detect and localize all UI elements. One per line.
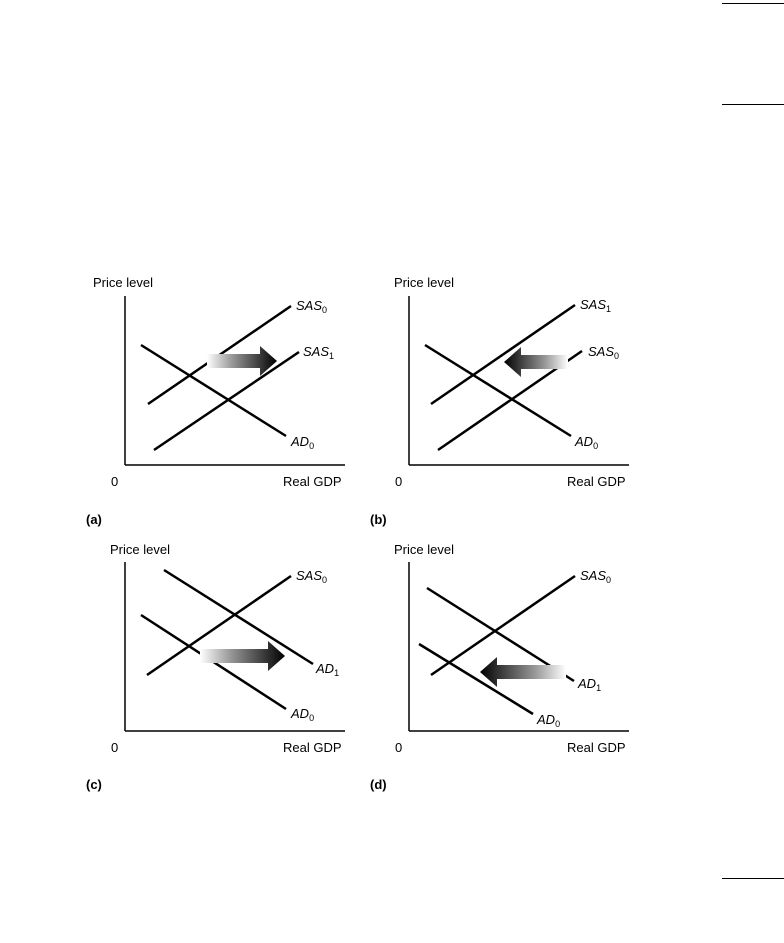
panel-a-graph: Price level 0 Real GDP SAS0 SAS1 AD0 (a) (86, 275, 345, 527)
y-axis-title: Price level (93, 275, 153, 290)
panel-a: Price level 0 Real GDP SAS0 SAS1 AD0 (a) (80, 268, 370, 538)
origin-label: 0 (111, 474, 118, 489)
ad0-sub: 0 (309, 441, 314, 451)
ad1-line (163, 568, 314, 666)
sas0-kind: SAS (296, 568, 322, 583)
ad0-sub: 0 (309, 713, 314, 723)
y-axis-title: Price level (394, 542, 454, 557)
y-axis-title: Price level (110, 542, 170, 557)
panel-tag: (a) (86, 512, 102, 527)
panel-c-graph: Price level 0 Real GDP SAS0 AD1 AD0 (c) (86, 542, 345, 792)
sas0-label: SAS0 (296, 298, 327, 315)
sas1-sub: 1 (606, 304, 611, 314)
panel-tag: (b) (370, 512, 387, 527)
origin-label: 0 (395, 740, 402, 755)
sas1-kind: SAS (303, 344, 329, 359)
sas0-label: SAS0 (580, 568, 611, 585)
sas0-line (146, 574, 292, 677)
ad1-kind: AD (315, 661, 334, 676)
ad0-label: AD0 (290, 706, 314, 723)
ad1-kind: AD (577, 676, 596, 691)
panel-d: Price level 0 Real GDP SAS0 AD1 AD0 (d) (364, 534, 654, 804)
sas0-sub: 0 (614, 351, 619, 361)
ad0-sub: 0 (593, 441, 598, 451)
sas1-label: SAS1 (303, 344, 334, 361)
origin-label: 0 (395, 474, 402, 489)
panel-tag: (d) (370, 777, 387, 792)
ad1-label: AD1 (315, 661, 339, 678)
ad0-label: AD0 (536, 712, 560, 729)
sas1-label: SAS1 (580, 297, 611, 314)
sas0-label: SAS0 (296, 568, 327, 585)
sas0-sub: 0 (322, 575, 327, 585)
y-axis-title: Price level (394, 275, 454, 290)
margin-rule-top (722, 3, 784, 4)
sas0-kind: SAS (588, 344, 614, 359)
ad0-line (140, 343, 287, 438)
x-axis-title: Real GDP (283, 740, 342, 755)
sas0-kind: SAS (296, 298, 322, 313)
origin-label: 0 (111, 740, 118, 755)
sas0-kind: SAS (580, 568, 606, 583)
sas1-kind: SAS (580, 297, 606, 312)
ad0-kind: AD (574, 434, 593, 449)
panel-d-graph: Price level 0 Real GDP SAS0 AD1 AD0 (d) (370, 542, 629, 792)
ad0-label: AD0 (574, 434, 598, 451)
ad0-kind: AD (290, 706, 309, 721)
ad0-label: AD0 (290, 434, 314, 451)
ad0-line (418, 642, 534, 716)
sas1-sub: 1 (329, 351, 334, 361)
x-axis-title: Real GDP (283, 474, 342, 489)
margin-rule-bottom (722, 878, 784, 879)
x-axis-title: Real GDP (567, 474, 626, 489)
panel-b-graph: Price level 0 Real GDP SAS1 SAS0 AD0 (b) (370, 275, 629, 527)
shift-right-arrow (207, 346, 277, 376)
sas1-line (430, 303, 576, 406)
sas0-sub: 0 (606, 575, 611, 585)
ad0-kind: AD (290, 434, 309, 449)
ad1-sub: 1 (596, 683, 601, 693)
ad1-sub: 1 (334, 668, 339, 678)
sas0-line (430, 574, 576, 677)
sas0-sub: 0 (322, 305, 327, 315)
panel-b: Price level 0 Real GDP SAS1 SAS0 AD0 (b) (364, 268, 654, 538)
panel-c: Price level 0 Real GDP SAS0 AD1 AD0 (c) (80, 534, 370, 804)
ad0-kind: AD (536, 712, 555, 727)
shift-left-arrow (504, 347, 568, 377)
shift-right-arrow (200, 641, 285, 671)
ad0-sub: 0 (555, 719, 560, 729)
margin-rule-upper (722, 104, 784, 105)
ad1-label: AD1 (577, 676, 601, 693)
sas0-label: SAS0 (588, 344, 619, 361)
ad0-line (424, 343, 572, 438)
panel-tag: (c) (86, 777, 102, 792)
sas1-line (153, 350, 300, 452)
shift-left-arrow (480, 657, 566, 687)
x-axis-title: Real GDP (567, 740, 626, 755)
